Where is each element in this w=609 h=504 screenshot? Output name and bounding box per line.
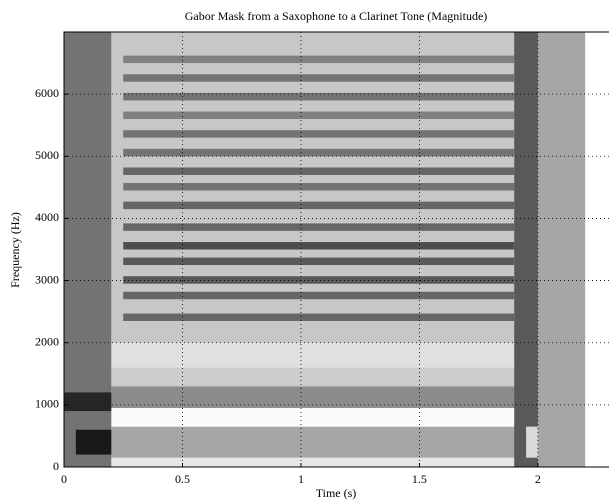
magnitude-cell	[123, 201, 515, 210]
magnitude-cell	[123, 55, 515, 64]
magnitude-cell	[526, 426, 538, 458]
x-tick-label: 0	[61, 472, 67, 486]
y-tick-label: 2000	[35, 334, 59, 348]
magnitude-cell	[585, 32, 609, 467]
magnitude-cell	[123, 74, 515, 82]
x-tick-label: 0.5	[175, 472, 190, 486]
magnitude-cell	[64, 392, 112, 412]
y-tick-label: 6000	[35, 86, 59, 100]
magnitude-cell	[75, 429, 112, 455]
y-axis-label: Frequency (Hz)	[8, 212, 22, 288]
magnitude-cell	[111, 407, 527, 427]
y-tick-label: 4000	[35, 210, 59, 224]
x-tick-label: 1	[298, 472, 304, 486]
magnitude-cell	[123, 130, 515, 138]
magnitude-cell	[123, 223, 515, 231]
magnitude-cell	[123, 276, 515, 284]
magnitude-cell	[123, 148, 515, 157]
magnitude-cell	[123, 257, 515, 266]
y-tick-label: 1000	[35, 397, 59, 411]
magnitude-cell	[123, 111, 515, 119]
chart-title: Gabor Mask from a Saxophone to a Clarine…	[185, 9, 488, 23]
y-tick-label: 3000	[35, 272, 59, 286]
magnitude-cell	[111, 386, 527, 408]
magnitude-cell	[123, 291, 515, 300]
magnitude-cell	[123, 313, 515, 321]
magnitude-cell	[111, 342, 527, 368]
x-tick-label: 1.5	[412, 472, 427, 486]
magnitude-cell	[123, 183, 515, 191]
magnitude-cell	[514, 32, 538, 467]
x-axis-label: Time (s)	[316, 486, 357, 500]
magnitude-cell	[123, 167, 515, 175]
magnitude-cell	[111, 367, 527, 387]
magnitude-cell	[537, 32, 586, 467]
y-tick-label: 5000	[35, 148, 59, 162]
magnitude-cell	[111, 426, 527, 458]
y-tick-label: 0	[53, 459, 59, 473]
x-tick-label: 2	[535, 472, 541, 486]
magnitude-cell	[123, 92, 515, 101]
magnitude-cell	[123, 242, 515, 250]
plot-frame	[63, 31, 609, 468]
magnitude-cell	[111, 457, 527, 467]
